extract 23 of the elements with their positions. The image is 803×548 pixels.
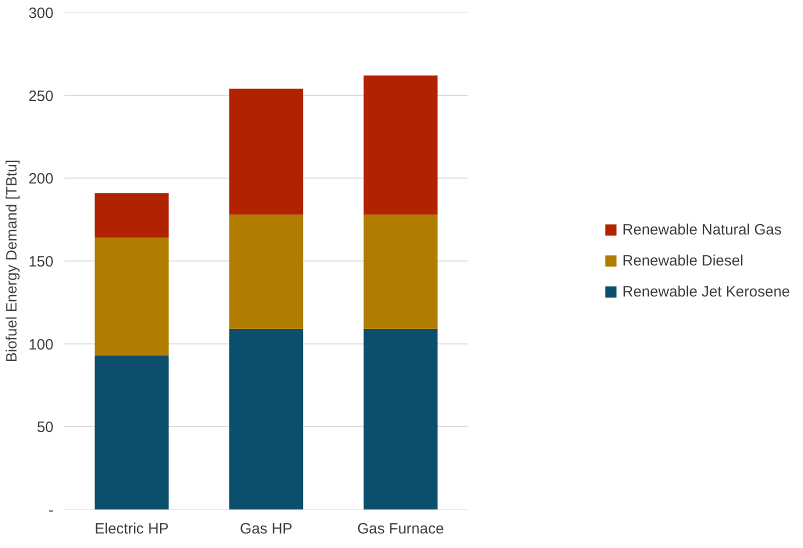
y-tick-label: -: [48, 502, 54, 519]
legend-label: Renewable Diesel: [622, 252, 744, 269]
bar: [94, 193, 169, 238]
y-tick-label: 100: [28, 336, 54, 354]
bar: [364, 328, 438, 510]
bar: [229, 328, 304, 510]
legend-label: Renewable Jet Kerosene: [622, 283, 790, 300]
y-tick-label: 250: [28, 88, 54, 105]
y-tick-label: 50: [36, 419, 54, 436]
y-tick-label: 200: [28, 170, 54, 188]
bar: [229, 88, 304, 215]
bar: [364, 75, 438, 215]
y-tick-label: 150: [28, 254, 54, 270]
legend-label: Renewable Natural Gas: [622, 221, 782, 238]
x-tick-label: Gas Furnace: [357, 520, 444, 538]
bar: [229, 214, 304, 329]
bar: [94, 355, 169, 510]
x-tick-label: Electric HP: [94, 520, 169, 538]
y-axis-title: Biofuel Energy Demand [TBtu]: [3, 160, 20, 362]
y-tick-label: 300: [28, 5, 54, 22]
bar: [94, 238, 169, 356]
x-tick-label: Gas HP: [240, 520, 292, 538]
bar: [364, 214, 438, 329]
